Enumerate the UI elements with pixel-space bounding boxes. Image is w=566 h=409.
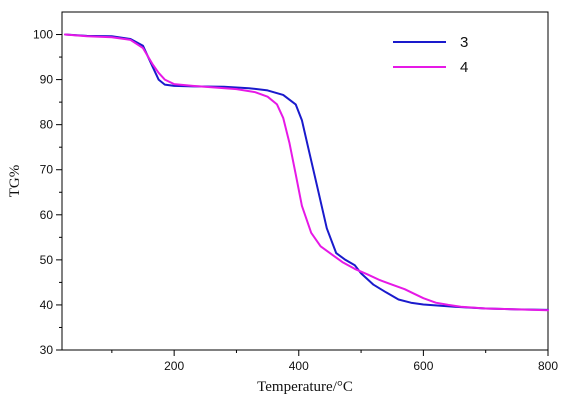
- legend: 34: [393, 34, 468, 76]
- x-tick-label: 200: [164, 359, 184, 373]
- y-tick-label: 60: [40, 208, 54, 222]
- y-tick-label: 50: [40, 253, 54, 267]
- series-line-4: [64, 33, 549, 312]
- legend-label-4: 4: [460, 59, 468, 76]
- y-tick-label: 30: [40, 343, 54, 357]
- y-tick-label: 100: [33, 28, 53, 42]
- x-axis-label: Temperature/°C: [257, 379, 353, 395]
- series-layer: [64, 33, 549, 312]
- y-tick-label: 40: [40, 298, 54, 312]
- y-tick-label: 90: [40, 73, 54, 87]
- x-tick-label: 800: [538, 359, 558, 373]
- ticks-layer: 200 400 600 800 30 40 50 60 70 80 90 100: [33, 28, 558, 373]
- series-line-3: [64, 33, 549, 311]
- y-tick-label: 80: [40, 118, 54, 132]
- y-axis-label: TG%: [7, 165, 23, 198]
- legend-label-3: 3: [460, 34, 468, 51]
- x-tick-label: 600: [413, 359, 433, 373]
- x-tick-label: 400: [289, 359, 309, 373]
- y-tick-label: 70: [40, 163, 54, 177]
- plot-frame: [61, 11, 549, 351]
